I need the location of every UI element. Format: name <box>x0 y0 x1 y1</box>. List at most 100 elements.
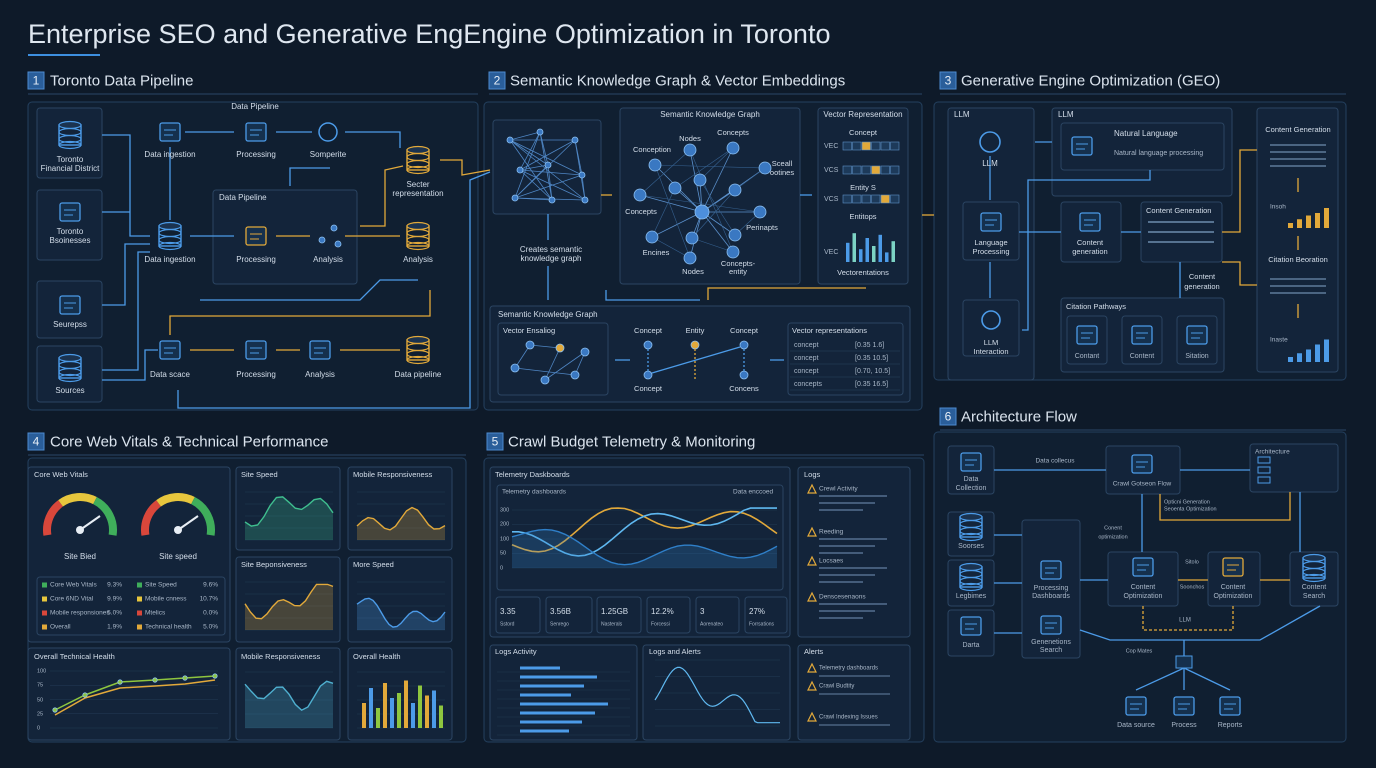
label: Entitops <box>849 212 876 221</box>
connector <box>177 171 491 409</box>
vector-cell <box>880 194 890 204</box>
mini-bar <box>397 693 401 728</box>
label: Search <box>1040 647 1062 654</box>
label: knowledge graph <box>521 254 582 263</box>
label: Crawl Budtity <box>819 684 854 690</box>
label: Data Pipeline <box>231 102 279 111</box>
connector <box>1079 605 1321 641</box>
label: LLM <box>1179 618 1191 624</box>
label: Core Web Vitals <box>34 470 88 479</box>
chart-line <box>54 679 216 716</box>
vector-cell <box>852 141 862 151</box>
graph-node <box>548 196 556 204</box>
label: Search <box>1303 593 1325 600</box>
graph-edge <box>509 139 553 201</box>
vector-cell <box>852 194 862 204</box>
bullet <box>137 624 142 630</box>
panel <box>545 596 593 634</box>
graph-node <box>544 161 552 169</box>
icon <box>1076 325 1098 345</box>
label: concepts <box>794 381 823 388</box>
panel <box>695 596 740 634</box>
vector-bar <box>852 233 856 262</box>
graph-edge <box>691 237 734 253</box>
connector <box>440 159 491 176</box>
label: LLM <box>954 110 970 119</box>
label: Core Web Vitals <box>50 582 97 589</box>
label: Telemetry dashboards <box>819 666 878 672</box>
database-ring <box>158 241 182 251</box>
alert-icon <box>807 662 817 673</box>
label: optimization <box>1098 534 1127 540</box>
vector-cell <box>861 165 871 175</box>
bullet <box>42 596 47 602</box>
connector <box>707 287 866 300</box>
database-ring <box>959 526 983 536</box>
graph-node <box>693 173 707 187</box>
label: Data Pipeline <box>219 193 267 202</box>
graph-node <box>726 245 740 259</box>
graph-node <box>739 370 749 380</box>
label: VCS <box>824 167 839 174</box>
label: Content <box>1302 584 1327 591</box>
label: 0 <box>37 725 40 731</box>
label: Core 6ND Vital <box>50 596 94 603</box>
llm-icon <box>981 310 1001 330</box>
label: concept <box>794 355 819 362</box>
connector <box>1222 261 1257 286</box>
label: Denscesenaons <box>819 594 866 601</box>
mini-bar <box>390 698 394 728</box>
label: VEC <box>824 249 838 256</box>
label: Toronto <box>57 155 84 164</box>
database-ring <box>406 349 430 359</box>
label: concept <box>794 342 819 349</box>
graph-edge <box>651 211 703 238</box>
label: 10.7% <box>200 596 219 603</box>
label: 100 <box>500 536 509 542</box>
database-ring <box>58 367 82 377</box>
panel <box>1289 551 1339 607</box>
label: Citation Beoration <box>1268 255 1328 264</box>
label: Semantic Knowledge Graph <box>498 310 598 319</box>
database-ring <box>406 221 430 231</box>
label: Overall Health <box>353 652 401 661</box>
label: Contant <box>1075 353 1100 360</box>
database-ring <box>158 221 182 231</box>
label: Aorenateo <box>700 621 723 627</box>
label: Site speed <box>159 552 197 561</box>
log-bar <box>520 720 582 724</box>
database-ring <box>58 140 82 150</box>
graph-edge <box>654 164 766 169</box>
graph-node <box>648 158 662 172</box>
label: Mtelics <box>145 610 166 617</box>
graph-node <box>506 136 514 144</box>
label: Sources <box>55 386 84 395</box>
icon <box>1219 696 1241 716</box>
graph-node <box>739 340 749 350</box>
graph-edge <box>701 211 734 253</box>
section-frame <box>933 101 1347 381</box>
vector-cell <box>842 194 852 204</box>
icon <box>245 340 267 360</box>
label: 0.0% <box>203 610 218 617</box>
graph-edge <box>639 149 691 196</box>
label: Citation Pathways <box>1066 302 1126 311</box>
section-number: 5 <box>492 435 499 449</box>
panel <box>235 466 341 551</box>
vector-cell <box>842 165 852 175</box>
database-ring <box>158 235 182 245</box>
database-ring <box>959 562 983 572</box>
label: Site Speed <box>145 582 177 589</box>
database-ring <box>406 235 430 245</box>
label: Nodes <box>679 134 701 143</box>
label: Site Beponsiveness <box>241 560 307 569</box>
label: Darta <box>962 642 979 649</box>
label: Vectorentations <box>837 268 889 277</box>
connector <box>1159 492 1291 521</box>
section-number: 6 <box>945 410 952 424</box>
label: Data <box>964 476 979 483</box>
section-title: Crawl Budget Telemetry & Monitoring <box>508 433 755 450</box>
label: Dashboards <box>1032 593 1070 600</box>
label: Seoenta Optimization <box>1164 506 1217 512</box>
bullet <box>42 582 47 588</box>
